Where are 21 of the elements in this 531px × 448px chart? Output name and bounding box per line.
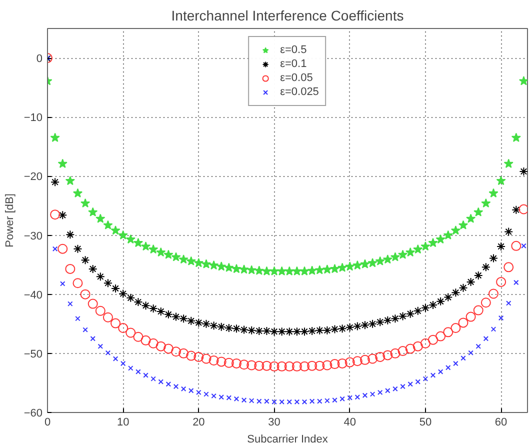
y-tick-label: −20: [24, 171, 43, 184]
x-axis-title: Subcarrier Index: [247, 434, 328, 446]
x-tick-label: 30: [268, 416, 280, 428]
legend-label: ε=0.025: [280, 85, 319, 99]
x-tick-label: 0: [44, 416, 51, 428]
y-tick-label: −50: [24, 348, 43, 360]
x-tick-label: 10: [116, 416, 130, 428]
y-tick-label: −40: [24, 289, 43, 302]
legend-label: ε=0.05: [280, 71, 313, 85]
x-tick-label: 60: [494, 416, 508, 428]
y-tick-label: 0: [36, 53, 43, 66]
legend-label: ε=0.1: [280, 57, 307, 71]
chart-title: Interchannel Interference Coefficients: [171, 8, 404, 24]
y-tick-label: −30: [24, 230, 43, 242]
x-tick-label: 50: [419, 416, 432, 428]
y-axis-title: Power [dB]: [4, 194, 16, 248]
legend-label: ε=0.5: [280, 43, 307, 57]
y-tick-label: −60: [24, 408, 43, 420]
x-tick-label: 20: [192, 416, 205, 428]
y-tick-label: −10: [24, 112, 43, 124]
x-tick-label: 40: [344, 416, 356, 428]
